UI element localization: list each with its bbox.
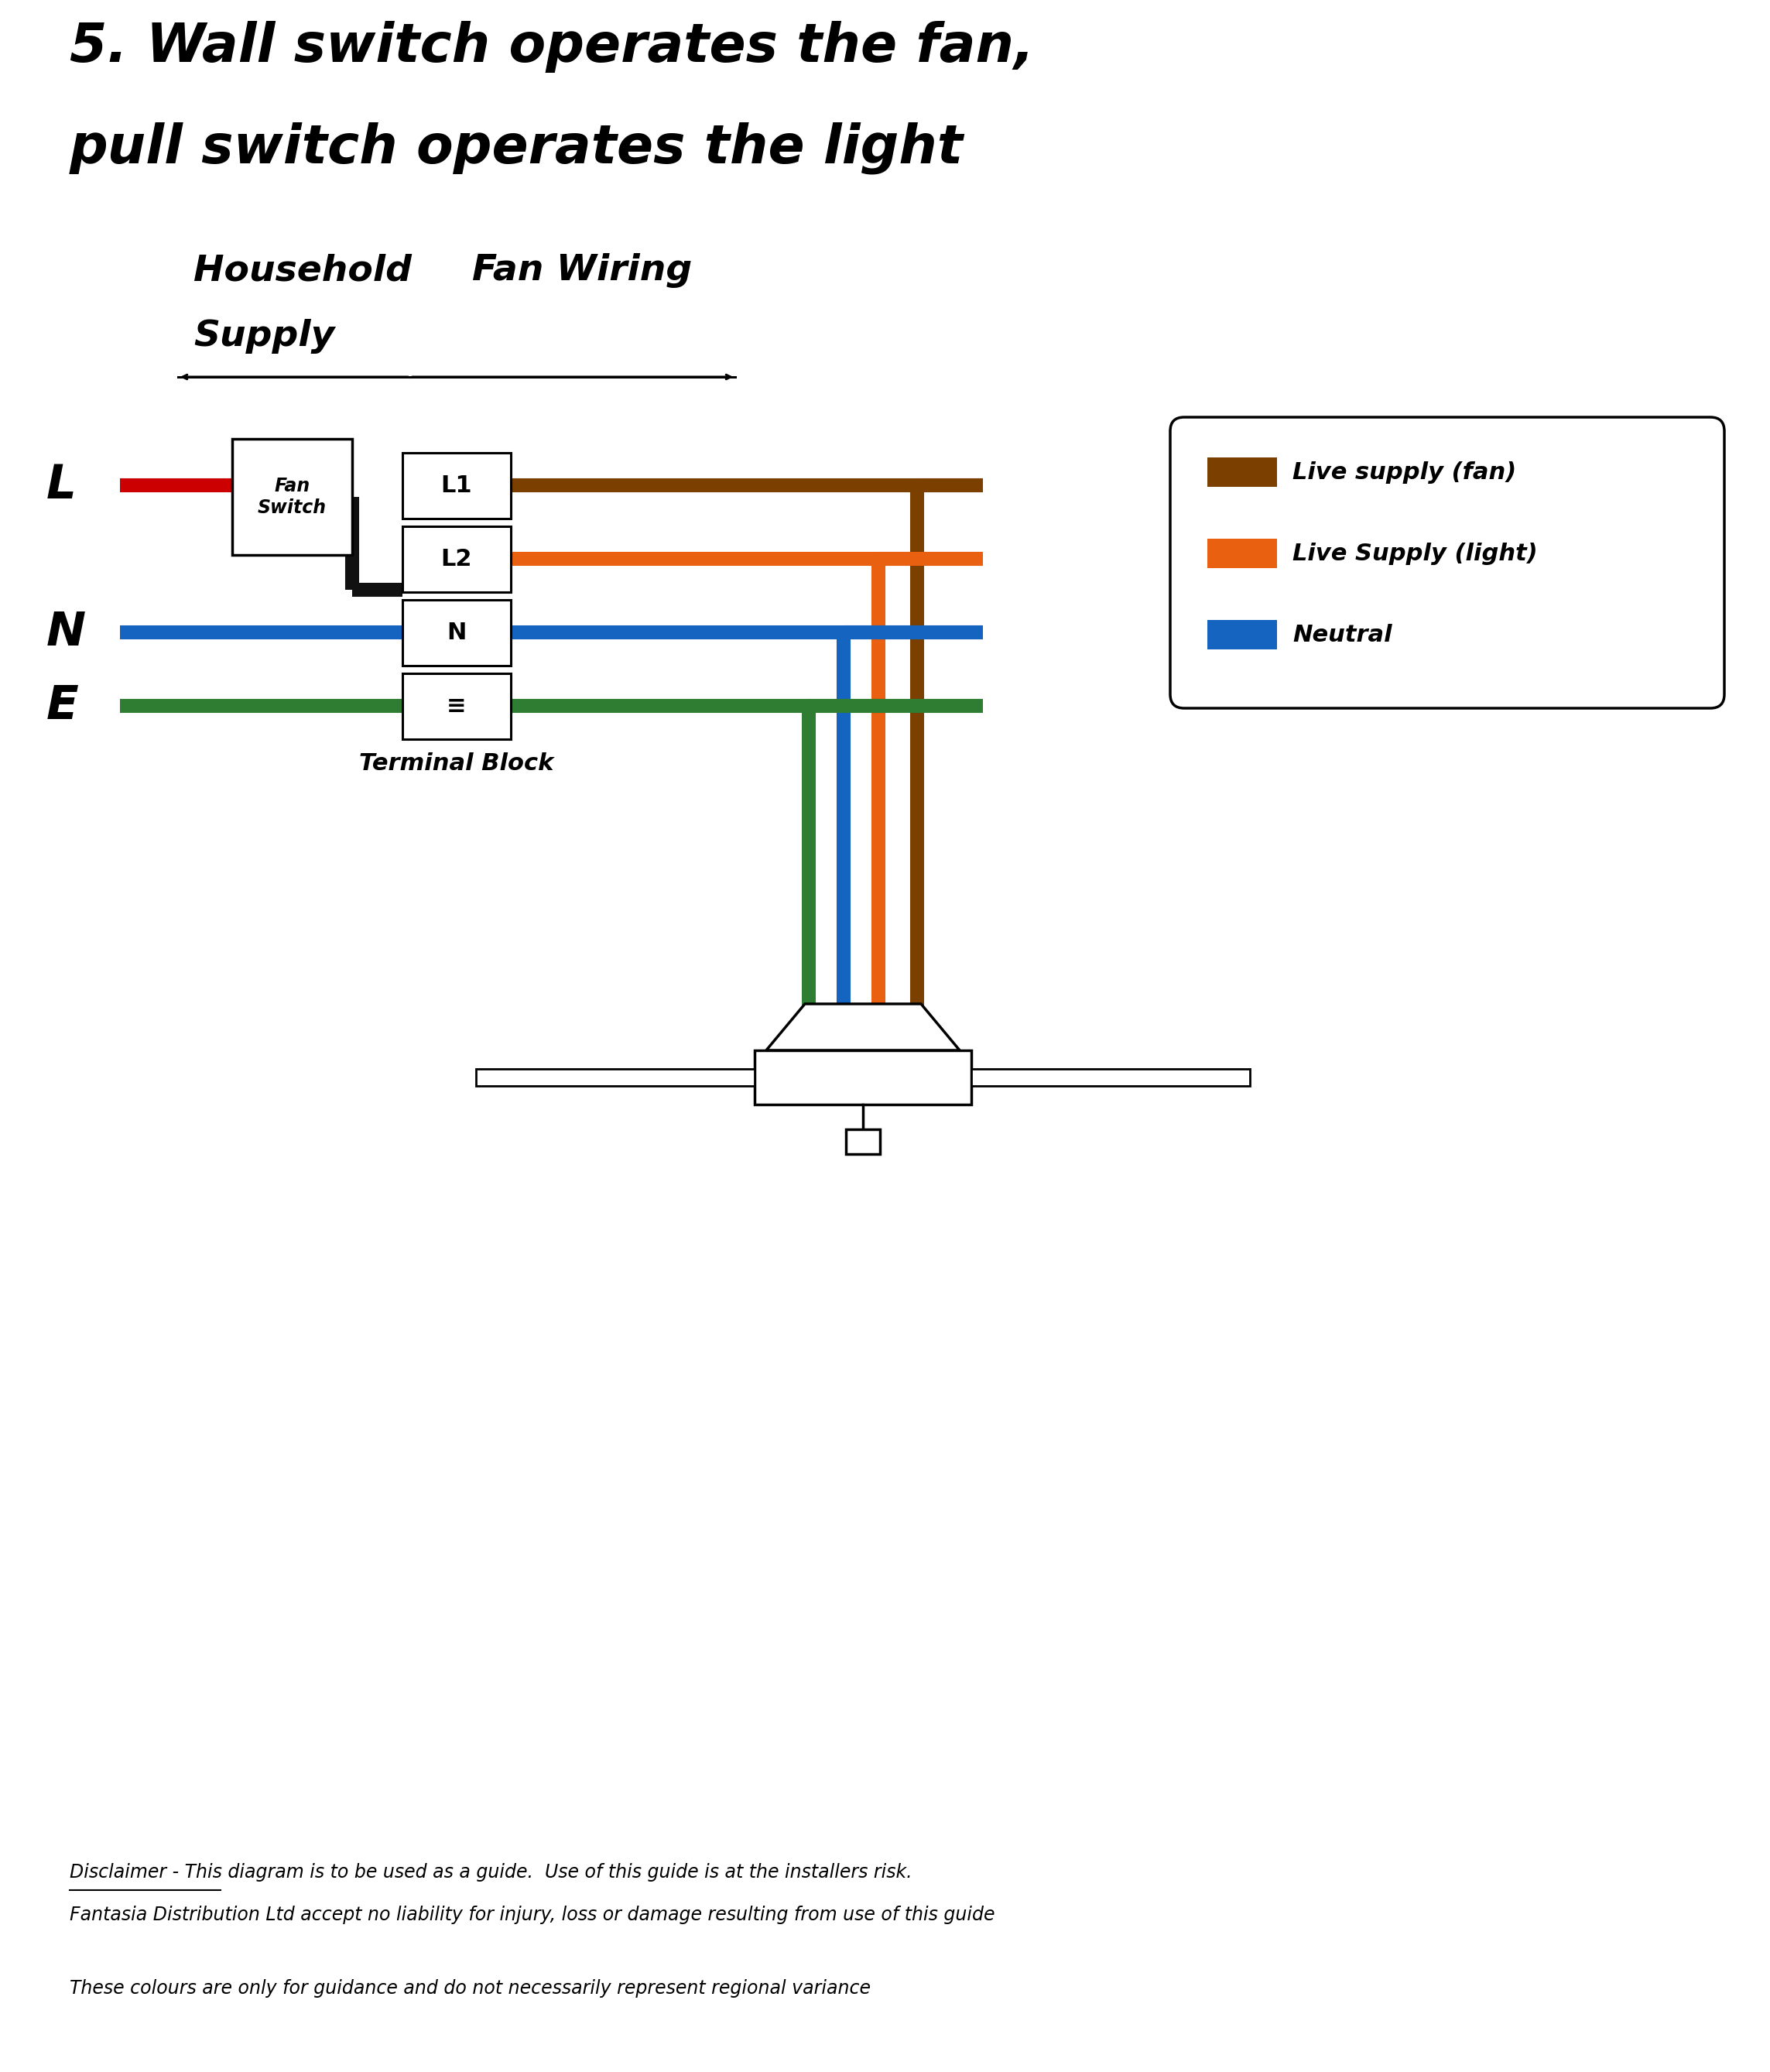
Text: L: L xyxy=(46,462,76,508)
Text: Neutral: Neutral xyxy=(1292,624,1391,646)
FancyBboxPatch shape xyxy=(1207,458,1276,487)
FancyBboxPatch shape xyxy=(754,1051,972,1104)
Text: L2: L2 xyxy=(441,547,473,570)
Text: Fan
Switch: Fan Switch xyxy=(258,477,327,516)
Text: Disclaimer - This diagram is to be used as a guide.  Use of this guide is at the: Disclaimer - This diagram is to be used … xyxy=(69,1863,912,1881)
FancyBboxPatch shape xyxy=(972,1069,1250,1086)
Text: Fan Wiring: Fan Wiring xyxy=(473,253,692,288)
FancyBboxPatch shape xyxy=(402,452,512,518)
FancyBboxPatch shape xyxy=(1207,620,1276,649)
Text: N: N xyxy=(446,622,467,644)
Text: Fantasia Distribution Ltd accept no liability for injury, loss or damage resulti: Fantasia Distribution Ltd accept no liab… xyxy=(69,1906,995,1925)
FancyBboxPatch shape xyxy=(402,526,512,593)
Text: Live Supply (light): Live Supply (light) xyxy=(1292,543,1538,566)
Text: pull switch operates the light: pull switch operates the light xyxy=(69,122,963,174)
Text: Household: Household xyxy=(193,253,412,288)
FancyBboxPatch shape xyxy=(476,1069,754,1086)
FancyBboxPatch shape xyxy=(846,1129,880,1154)
Text: Live supply (fan): Live supply (fan) xyxy=(1292,460,1517,483)
FancyBboxPatch shape xyxy=(1207,539,1276,568)
Text: L1: L1 xyxy=(441,474,473,497)
Text: Terminal Block: Terminal Block xyxy=(359,752,554,775)
Text: ≡: ≡ xyxy=(446,694,467,717)
Text: E: E xyxy=(46,684,78,729)
FancyBboxPatch shape xyxy=(1170,416,1724,709)
Polygon shape xyxy=(766,1003,959,1051)
FancyBboxPatch shape xyxy=(402,599,512,665)
FancyBboxPatch shape xyxy=(232,439,352,555)
Text: Supply: Supply xyxy=(193,319,335,354)
Text: These colours are only for guidance and do not necessarily represent regional va: These colours are only for guidance and … xyxy=(69,1979,871,1997)
Text: 5. Wall switch operates the fan,: 5. Wall switch operates the fan, xyxy=(69,21,1034,73)
FancyBboxPatch shape xyxy=(402,673,512,740)
Text: N: N xyxy=(46,609,87,655)
